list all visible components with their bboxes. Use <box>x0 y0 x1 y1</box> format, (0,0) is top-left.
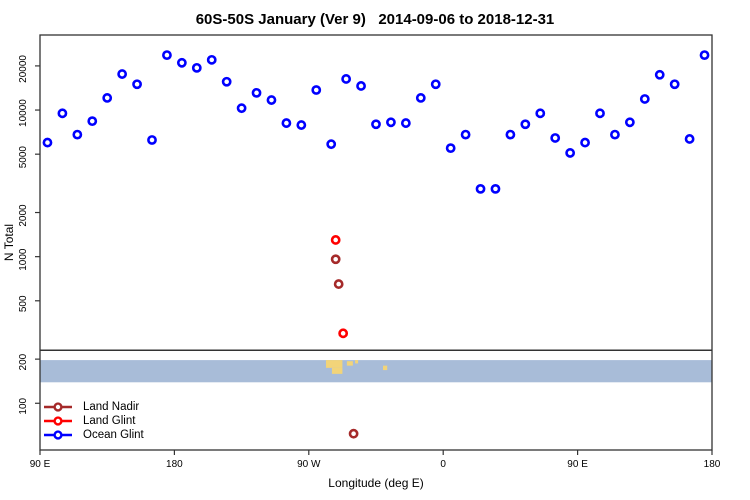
ocean-glint-point <box>400 118 411 128</box>
ocean-glint-point <box>475 183 486 194</box>
map-strip-land <box>331 367 343 374</box>
legend-item-land-nadir: Land Nadir <box>42 400 144 414</box>
x-tick-label: 180 <box>704 459 721 470</box>
x-tick-label: 90 E <box>30 459 51 470</box>
ocean-glint-point <box>595 108 605 119</box>
map-strip-land <box>346 361 353 366</box>
map-strip-land <box>355 360 359 364</box>
legend-label-land-glint: Land Glint <box>83 415 136 427</box>
ocean-glint-point <box>639 94 650 104</box>
ocean-glint-point <box>266 95 277 105</box>
ocean-glint-point <box>386 117 396 128</box>
y-tick-label: 2000 <box>18 204 29 227</box>
x-tick-label: 90 E <box>567 459 588 470</box>
ocean-glint-point <box>296 120 307 130</box>
ocean-glint-point <box>535 108 546 119</box>
legend: Land Nadir Land Glint Ocean Glint <box>42 400 144 442</box>
land-glint-marker-icon <box>44 416 72 426</box>
ocean-glint-marker-icon <box>44 430 72 440</box>
ocean-glint-point <box>699 50 710 61</box>
y-tick-label: 10000 <box>18 99 29 127</box>
ocean-glint-point <box>236 103 247 114</box>
legend-item-land-glint: Land Glint <box>42 414 144 428</box>
ocean-glint-point <box>371 119 381 130</box>
ocean-glint-point <box>624 117 635 128</box>
x-tick-label: 180 <box>166 459 183 470</box>
ocean-glint-point <box>580 137 590 148</box>
ocean-glint-point <box>445 143 456 154</box>
ocean-glint-point <box>176 57 187 68</box>
ocean-glint-point <box>42 137 53 148</box>
ocean-glint-point <box>72 129 83 140</box>
legend-label-land-nadir: Land Nadir <box>83 401 140 413</box>
ocean-glint-point <box>356 81 366 91</box>
ocean-glint-point <box>206 54 217 65</box>
ocean-glint-point <box>460 129 471 140</box>
x-tick-label: 0 <box>440 459 446 470</box>
ocean-glint-point <box>311 85 322 95</box>
ocean-glint-point <box>326 139 337 150</box>
legend-item-ocean-glint: Ocean Glint <box>42 428 144 442</box>
land-glint-point <box>338 328 349 339</box>
ocean-glint-point <box>102 93 113 103</box>
y-tick-label: 1000 <box>18 248 29 271</box>
chart-title: 60S-50S January (Ver 9) 2014-09-06 to 20… <box>195 11 555 28</box>
ocean-glint-point <box>565 148 576 158</box>
x-tick-label: 90 W <box>297 459 321 470</box>
y-tick-label: 200 <box>18 353 29 370</box>
ocean-glint-point <box>87 116 98 127</box>
y-axis-title: N Total <box>2 224 16 261</box>
y-tick-label: 100 <box>18 397 29 414</box>
ocean-glint-point <box>490 183 501 194</box>
ocean-glint-point <box>520 119 531 130</box>
y-tick-label: 20000 <box>18 55 29 83</box>
ocean-glint-point <box>147 135 157 145</box>
ocean-glint-point <box>221 76 232 87</box>
y-tick-label: 5000 <box>18 146 29 169</box>
ocean-glint-point <box>132 79 142 90</box>
map-strip-land <box>325 360 343 368</box>
ocean-glint-point <box>251 87 262 98</box>
ocean-glint-point <box>684 134 695 144</box>
ocean-glint-point <box>57 108 68 119</box>
ocean-glint-point <box>191 62 202 73</box>
map-strip-land <box>383 365 388 371</box>
x-axis-title: Longitude (deg E) <box>328 476 423 490</box>
ocean-glint-point <box>281 118 292 128</box>
ocean-glint-point <box>430 79 441 90</box>
land-glint-point <box>330 235 341 245</box>
ocean-glint-point <box>117 69 128 79</box>
land-nadir-point <box>333 279 344 289</box>
map-strip-ocean <box>40 360 712 383</box>
legend-label-ocean-glint: Ocean Glint <box>83 429 144 441</box>
plot-border <box>39 34 713 451</box>
land-nadir-marker-icon <box>44 402 72 412</box>
land-nadir-point <box>330 254 341 265</box>
ocean-glint-point <box>341 74 352 84</box>
ocean-glint-point <box>505 129 516 140</box>
ocean-glint-point <box>415 93 426 103</box>
ocean-glint-point <box>654 69 665 80</box>
ocean-glint-point <box>162 50 172 61</box>
land-nadir-point <box>348 428 359 439</box>
y-tick-label: 500 <box>18 295 29 312</box>
ocean-glint-point <box>550 133 561 143</box>
ocean-glint-point <box>610 129 620 140</box>
ocean-glint-point <box>669 79 680 90</box>
